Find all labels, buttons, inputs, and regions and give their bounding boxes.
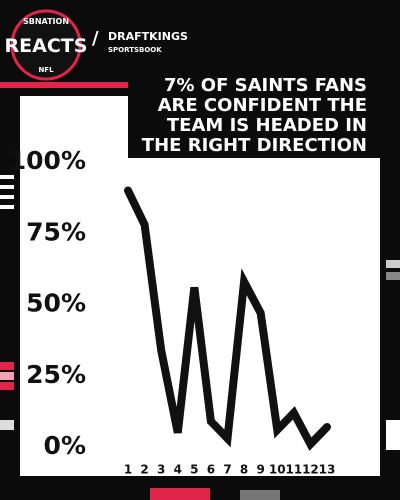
x-tick-label: 6	[207, 463, 215, 477]
x-tick-label: 10	[269, 463, 286, 477]
y-tick-label: 0%	[44, 431, 86, 460]
x-tick-label: 12	[302, 463, 319, 477]
x-tick-label: 2	[140, 463, 148, 477]
x-tick-label: 5	[190, 463, 198, 477]
sponsor-sub: SPORTSBOOK	[108, 46, 162, 54]
logo-separator: /	[92, 28, 99, 49]
x-tick-label: 3	[157, 463, 165, 477]
x-tick-label: 4	[174, 463, 182, 477]
y-tick-label: 25%	[26, 360, 86, 389]
x-tick-label: 7	[223, 463, 231, 477]
logo-league: NFL	[38, 66, 54, 74]
chart-panel	[20, 96, 380, 476]
y-tick-label: 50%	[26, 289, 86, 318]
y-tick-label: 100%	[9, 146, 86, 175]
x-tick-label: 8	[240, 463, 248, 477]
sponsor: DRAFTKINGS	[108, 30, 188, 43]
y-tick-label: 75%	[26, 217, 86, 246]
data-line	[124, 186, 331, 451]
chart-title: 7% of Saints fans are confident the team…	[141, 75, 367, 156]
side-stripes	[0, 175, 400, 500]
title-panel	[128, 66, 380, 158]
accent-bar	[0, 82, 128, 88]
x-tick-label: 11	[285, 463, 302, 477]
logo: SBNATION REACTS NFL / DRAFTKINGS SPORTSB…	[5, 9, 188, 81]
x-tick-label: 13	[319, 463, 336, 477]
x-tick-label: 9	[256, 463, 264, 477]
logo-show: REACTS	[5, 35, 88, 57]
x-tick-label: 1	[124, 463, 132, 477]
logo-network: SBNATION	[23, 17, 69, 26]
